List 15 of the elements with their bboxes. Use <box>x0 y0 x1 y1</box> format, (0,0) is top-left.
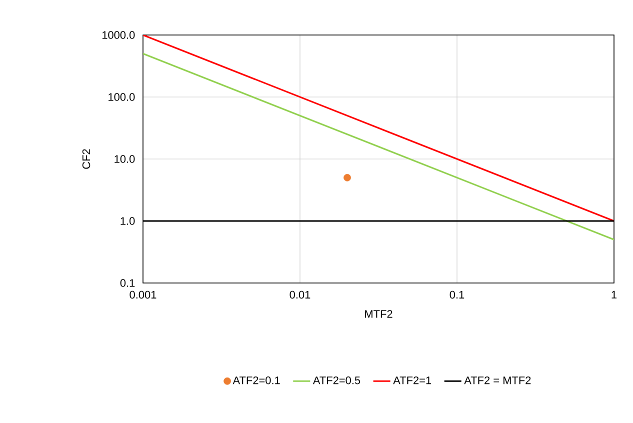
legend-label: ATF2=0.5 <box>312 376 360 384</box>
y-tick-label: 1.0 <box>120 217 135 225</box>
x-tick-label: 0.1 <box>450 290 464 299</box>
x-tick-label: 1 <box>612 290 617 298</box>
x-tick-label: 0.001 <box>130 290 156 299</box>
legend-label: ATF2=0.1 <box>232 376 280 384</box>
y-tick-label: 1000.0 <box>102 31 135 39</box>
y-axis-title: CF2 <box>82 149 90 169</box>
x-axis-title: MTF2 <box>365 310 392 318</box>
x-tick-label: 0.01 <box>290 290 310 299</box>
y-tick-label: 0.1 <box>120 279 135 287</box>
y-tick-label: 10.0 <box>114 155 135 163</box>
legend-label: ATF2=1 <box>393 376 432 384</box>
y-tick-label: 100.0 <box>108 93 135 101</box>
legend-label: ATF2 = MTF2 <box>464 376 531 384</box>
